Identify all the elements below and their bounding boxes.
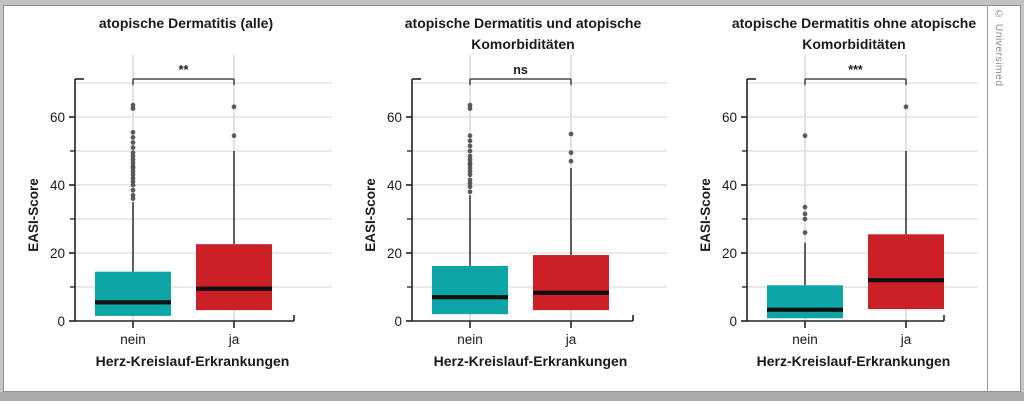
svg-text:20: 20 bbox=[387, 246, 402, 261]
svg-text:Herz-Kreislauf-Erkrankungen: Herz-Kreislauf-Erkrankungen bbox=[757, 353, 951, 369]
svg-text:60: 60 bbox=[50, 110, 65, 125]
svg-text:EASI-Score: EASI-Score bbox=[698, 178, 713, 252]
boxplot-svg-3: 0 20 40 60 nein ja *** Herz-Kreislauf-Erkrankun… bbox=[698, 55, 978, 369]
svg-text:EASI-Score: EASI-Score bbox=[26, 178, 41, 252]
svg-text:Herz-Kreislauf-Erkrankungen: Herz-Kreislauf-Erkrankungen bbox=[96, 353, 290, 369]
svg-text:***: *** bbox=[848, 63, 863, 77]
svg-text:EASI-Score: EASI-Score bbox=[363, 178, 378, 252]
svg-text:ja: ja bbox=[228, 332, 240, 347]
svg-text:Herz-Kreislauf-Erkrankungen: Herz-Kreislauf-Erkrankungen bbox=[434, 353, 628, 369]
svg-text:ja: ja bbox=[900, 332, 912, 347]
svg-text:40: 40 bbox=[50, 178, 65, 193]
svg-text:**: ** bbox=[179, 63, 189, 77]
panel-title: atopische Dermatitis und atopische Komor… bbox=[404, 15, 642, 52]
svg-text:ja: ja bbox=[565, 332, 577, 347]
svg-text:0: 0 bbox=[394, 314, 402, 329]
panel-atopic-dermatitis-all: atopische Dermatitis (alle) 0 20 40 60 nein j… bbox=[18, 0, 353, 392]
panel-title: atopische Dermatitis ohne atopische Komo… bbox=[731, 15, 977, 52]
boxplot-svg-2: 0 20 40 60 nein ja ns Herz-Kreislauf-Erkrankung… bbox=[363, 55, 667, 369]
chart-frame bbox=[3, 5, 1021, 392]
svg-text:nein: nein bbox=[457, 332, 483, 347]
svg-text:0: 0 bbox=[57, 314, 65, 329]
svg-text:40: 40 bbox=[722, 178, 737, 193]
copyright-divider bbox=[987, 5, 988, 392]
svg-text:60: 60 bbox=[387, 110, 402, 125]
boxplot-svg-1: 0 20 40 60 nein ja ** Herz-Kreislauf-Erkrankung… bbox=[26, 55, 332, 369]
svg-text:nein: nein bbox=[120, 332, 146, 347]
panel-title: atopische Dermatitis (alle) bbox=[98, 15, 274, 31]
top-border-band bbox=[0, 0, 1024, 5]
svg-text:0: 0 bbox=[729, 314, 737, 329]
svg-text:nein: nein bbox=[792, 332, 818, 347]
svg-text:20: 20 bbox=[722, 246, 737, 261]
svg-text:60: 60 bbox=[722, 110, 737, 125]
panel-atopic-dermatitis-with-comorbidities: atopische Dermatitis und atopische Komor… bbox=[355, 0, 690, 392]
svg-text:40: 40 bbox=[387, 178, 402, 193]
svg-text:ns: ns bbox=[513, 63, 528, 77]
panel-atopic-dermatitis-without-comorbidities: atopische Dermatitis ohne atopische Komo… bbox=[690, 0, 1024, 392]
svg-text:20: 20 bbox=[50, 246, 65, 261]
copyright-label: © Universimed bbox=[993, 8, 1005, 87]
bottom-border-band bbox=[0, 392, 1024, 401]
